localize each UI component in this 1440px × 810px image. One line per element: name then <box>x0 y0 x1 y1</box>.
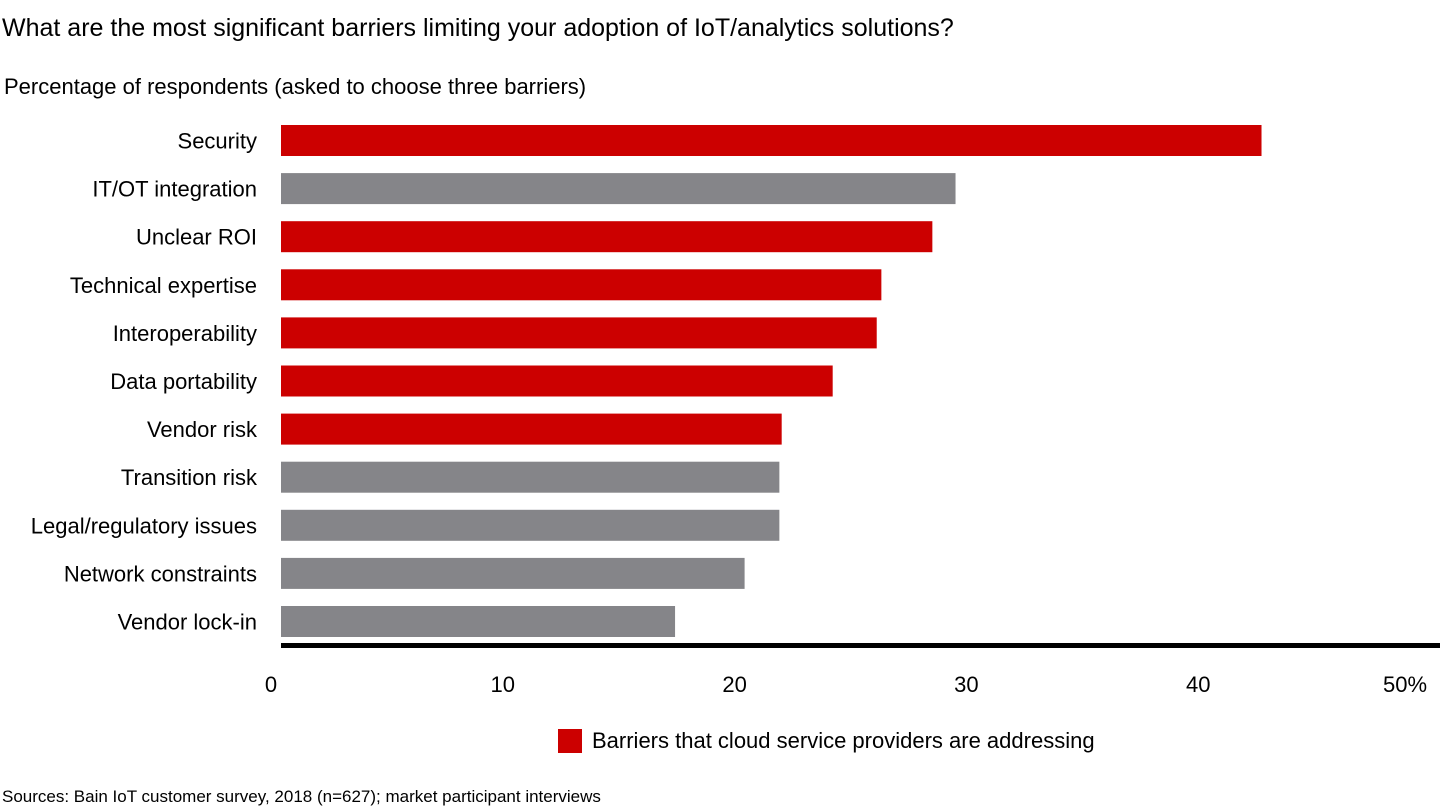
legend: Barriers that cloud service providers ar… <box>558 728 1095 754</box>
source-note: Sources: Bain IoT customer survey, 2018 … <box>2 787 601 806</box>
x-tick-label: 50% <box>1383 672 1427 697</box>
x-tick-label: 30 <box>954 672 978 697</box>
bar-chart: Security IT/OT integration Unclear ROI Tech… <box>31 125 1440 697</box>
x-tick-label: 40 <box>1186 672 1210 697</box>
bar <box>281 606 676 637</box>
bar <box>281 173 956 205</box>
x-tick-label: 0 <box>265 672 277 697</box>
bar <box>281 509 780 541</box>
bar <box>281 413 782 445</box>
x-axis-line <box>281 643 1440 648</box>
bar <box>281 317 877 349</box>
bar <box>281 221 933 253</box>
legend-swatch <box>558 729 582 753</box>
legend-label: Barriers that cloud service providers ar… <box>592 728 1095 753</box>
category-label: Data portability <box>110 369 257 394</box>
category-label: Security <box>178 129 257 154</box>
chart-title: What are the most significant barriers l… <box>2 14 954 42</box>
category-label: Interoperability <box>113 321 257 346</box>
category-label: Transition risk <box>121 465 258 490</box>
category-label: IT/OT integration <box>92 177 257 202</box>
category-label: Unclear ROI <box>136 225 257 250</box>
chart-subtitle: Percentage of respondents (asked to choo… <box>4 74 587 99</box>
bar <box>281 125 1262 156</box>
category-label: Legal/regulatory issues <box>31 513 257 538</box>
category-label: Vendor risk <box>147 417 258 442</box>
category-label: Vendor lock-in <box>118 610 257 635</box>
x-tick-label: 20 <box>722 672 746 697</box>
bar <box>281 461 780 493</box>
x-tick-label: 10 <box>491 672 515 697</box>
bar <box>281 269 882 301</box>
category-label: Network constraints <box>64 561 257 586</box>
category-label: Technical expertise <box>70 273 257 298</box>
bar <box>281 557 745 589</box>
bar <box>281 365 833 397</box>
